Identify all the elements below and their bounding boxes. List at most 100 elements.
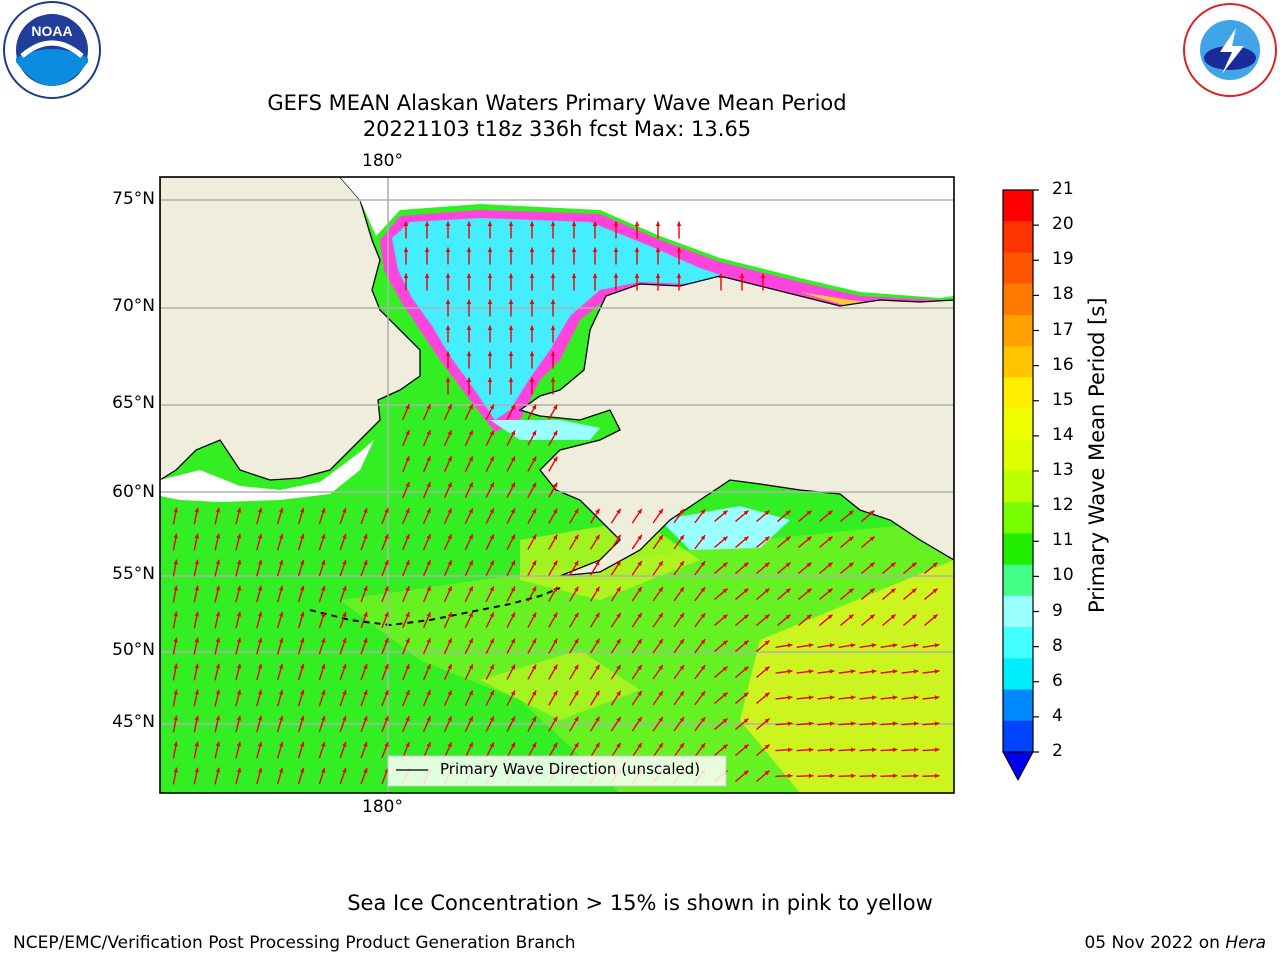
wave-arrow-head <box>595 638 600 644</box>
wave-arrow-head <box>892 669 898 674</box>
wave-arrow-head <box>489 430 494 436</box>
wave-arrow-head <box>658 535 663 540</box>
wave-arrow-head <box>700 743 706 749</box>
wave-arrow-head <box>553 742 558 748</box>
wave-arrow-head <box>637 534 642 540</box>
wave-arrow-head <box>637 664 642 670</box>
wave-arrow-head <box>848 536 854 542</box>
wave-arrow-head <box>487 325 493 330</box>
wave-arrow-head <box>658 587 663 592</box>
wave-arrow-head <box>892 643 898 648</box>
wave-arrow-head <box>342 611 347 617</box>
wave-arrow-head <box>574 638 579 644</box>
wave-arrow-head <box>403 247 409 252</box>
wave-arrow-head <box>529 273 535 278</box>
wave-arrow-head <box>613 221 619 226</box>
wave-arrow-head <box>236 585 242 591</box>
wave-arrow-head <box>700 717 706 723</box>
wave-arrow-head <box>574 560 579 566</box>
wave-arrow-head <box>278 507 284 513</box>
wave-arrow-head <box>616 560 621 566</box>
wave-arrow-head <box>257 715 263 721</box>
chart-title: GEFS MEAN Alaskan Waters Primary Wave Me… <box>267 91 847 115</box>
wave-arrow-head <box>384 508 389 514</box>
wave-arrow-head <box>426 560 431 566</box>
wave-arrow-head <box>445 325 451 330</box>
wave-arrow-head <box>342 689 347 695</box>
chart-subtitle: 20221103 t18z 336h fcst Max: 13.65 <box>362 117 752 141</box>
wave-arrow-head <box>342 767 347 773</box>
wave-arrow-head <box>679 561 684 567</box>
wave-arrow-head <box>553 430 558 436</box>
wave-arrow-head <box>827 562 833 568</box>
wave-arrow-head <box>869 536 875 542</box>
wave-arrow-head <box>531 404 537 410</box>
wave-arrow-head <box>194 507 200 513</box>
wave-arrow-head <box>468 430 473 436</box>
legend-label: Primary Wave Direction (unscaled) <box>440 760 701 778</box>
wave-arrow-head <box>405 586 410 592</box>
wave-arrow-head <box>531 560 537 566</box>
wave-arrow-head <box>850 773 856 779</box>
wave-arrow-head <box>574 508 579 514</box>
wave-arrow-head <box>934 721 940 726</box>
wave-arrow-head <box>934 643 940 648</box>
wave-arrow-head <box>785 536 791 542</box>
wave-arrow-head <box>300 559 305 565</box>
wave-arrow-head <box>808 643 814 648</box>
wave-arrow-head <box>550 273 556 278</box>
wave-arrow-head <box>553 690 558 696</box>
wave-arrow-head <box>194 559 200 565</box>
wave-arrow-head <box>405 690 410 696</box>
wave-arrow-head <box>658 743 663 748</box>
wave-arrow-head <box>426 586 431 592</box>
wave-arrow-head <box>447 404 452 410</box>
wave-arrow-head <box>848 614 854 620</box>
wave-arrow-head <box>194 767 200 773</box>
wave-arrow-head <box>829 695 835 700</box>
wave-arrow-head <box>468 456 473 462</box>
wave-arrow-head <box>613 273 619 278</box>
wave-arrow-head <box>278 741 284 747</box>
wave-arrow-head <box>384 690 389 696</box>
wave-arrow-head <box>215 689 221 695</box>
wave-arrow-head <box>592 247 598 252</box>
wave-arrow-head <box>510 638 515 644</box>
wave-arrow-head <box>913 721 919 726</box>
wave-arrow-head <box>342 507 347 513</box>
wave-arrow-head <box>637 716 642 722</box>
wave-arrow-head <box>300 741 305 747</box>
wave-arrow-head <box>808 695 814 700</box>
wave-arrow-head <box>405 508 410 514</box>
wave-arrow-head <box>616 534 621 540</box>
wave-arrow-head <box>655 247 661 252</box>
wave-arrow-head <box>529 377 535 382</box>
wave-arrow-head <box>595 534 600 540</box>
wave-arrow-head <box>574 716 579 722</box>
wave-arrow-head <box>489 638 494 644</box>
wave-arrow-head <box>808 747 814 753</box>
wave-arrow-head <box>215 533 221 539</box>
wave-arrow-head <box>531 586 537 592</box>
wave-arrow-head <box>722 614 728 620</box>
wave-arrow-head <box>447 560 452 566</box>
wave-arrow-head <box>466 273 472 278</box>
wave-arrow-head <box>489 560 494 566</box>
wave-arrow-head <box>550 247 556 252</box>
wave-arrow-head <box>743 666 749 672</box>
wave-arrow-head <box>531 638 537 644</box>
wave-arrow-head <box>553 638 558 644</box>
wave-arrow-head <box>700 535 706 541</box>
wave-arrow-head <box>785 588 791 594</box>
wave-arrow-head <box>764 510 770 516</box>
wave-arrow-head <box>236 689 242 695</box>
wave-arrow-head <box>932 588 938 594</box>
wave-arrow-head <box>468 482 473 488</box>
wave-arrow-head <box>806 614 812 620</box>
wave-arrow-head <box>173 741 178 747</box>
wave-arrow-head <box>787 695 793 700</box>
wave-arrow-head <box>489 716 494 722</box>
wave-arrow-head <box>743 692 749 698</box>
wave-arrow-head <box>574 534 579 540</box>
wave-arrow-head <box>257 767 263 773</box>
